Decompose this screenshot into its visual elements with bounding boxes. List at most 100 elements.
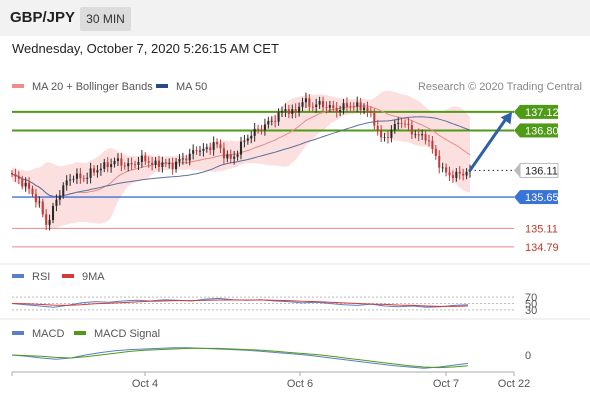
candle-body bbox=[322, 101, 325, 108]
candle-body bbox=[318, 101, 321, 105]
candle-body bbox=[38, 201, 41, 203]
candle-body bbox=[154, 160, 157, 165]
candle-body bbox=[339, 110, 342, 112]
candle-body bbox=[421, 134, 424, 136]
candle-body bbox=[93, 168, 96, 173]
candle-body bbox=[192, 150, 195, 154]
legend-label: MACD Signal bbox=[94, 328, 160, 340]
candle-body bbox=[270, 120, 273, 122]
candle-body bbox=[48, 220, 51, 225]
candle-body bbox=[233, 156, 236, 159]
candle-body bbox=[198, 150, 202, 152]
candle-body bbox=[363, 107, 366, 111]
candle-body bbox=[205, 147, 208, 149]
candle-body bbox=[130, 163, 133, 165]
candle-body bbox=[274, 120, 277, 122]
candle-body bbox=[239, 141, 243, 155]
candle-body bbox=[31, 188, 34, 195]
candle-body bbox=[34, 194, 37, 203]
candle-body bbox=[287, 109, 290, 114]
candle-body bbox=[298, 106, 301, 113]
candle-body bbox=[386, 137, 389, 138]
candle-body bbox=[178, 158, 181, 162]
candle-body bbox=[28, 182, 31, 189]
candle-body bbox=[164, 162, 167, 164]
candle-body bbox=[51, 205, 55, 221]
candle-body bbox=[62, 185, 65, 196]
candle-body bbox=[14, 174, 17, 177]
candle-body bbox=[263, 124, 266, 130]
ma50-line bbox=[11, 116, 471, 197]
level-label-137-12: 137.12 bbox=[525, 107, 559, 119]
candle-body bbox=[417, 134, 420, 136]
rsi-tick-label: 50 bbox=[525, 299, 537, 311]
level-tag-pointer bbox=[514, 123, 520, 138]
rsi-tick-label: 30 bbox=[525, 305, 537, 317]
macd-series-macd bbox=[11, 347, 469, 369]
candle-body bbox=[89, 168, 92, 178]
candle-body bbox=[393, 123, 396, 130]
candle-body bbox=[157, 160, 160, 167]
candle-body bbox=[168, 163, 171, 165]
candle-body bbox=[284, 109, 287, 112]
candle-body bbox=[222, 148, 225, 159]
symbol-label: GBP/JPY bbox=[10, 9, 76, 26]
candle-body bbox=[69, 179, 72, 181]
candle-body bbox=[414, 134, 417, 136]
candle-body bbox=[345, 103, 348, 107]
candle-body bbox=[308, 98, 311, 107]
macd-panel: MACD MACD Signal 0 bbox=[11, 328, 531, 369]
candle-body bbox=[311, 106, 314, 108]
candle-body bbox=[328, 105, 331, 108]
candle-body bbox=[41, 201, 44, 215]
level-label-135-11: 135.11 bbox=[525, 223, 558, 235]
candle-body bbox=[134, 164, 137, 166]
candle-body bbox=[86, 177, 89, 179]
candle-body bbox=[390, 129, 393, 138]
candle-body bbox=[397, 122, 400, 124]
candle-body bbox=[106, 162, 109, 168]
candle-body bbox=[45, 214, 48, 225]
research-credit: Research © 2020 Trading Central bbox=[418, 81, 582, 93]
candle-body bbox=[267, 120, 270, 125]
candle-body bbox=[96, 170, 99, 173]
timeframe-button[interactable]: 30 MIN bbox=[80, 7, 131, 31]
macd-tick-label: 0 bbox=[525, 350, 531, 362]
candle-body bbox=[161, 162, 164, 167]
candle-body bbox=[451, 175, 454, 178]
level-label-136-80: 136.80 bbox=[525, 125, 559, 137]
candle-body bbox=[448, 172, 451, 176]
legend-swatch bbox=[12, 274, 24, 278]
level-label-134-79: 134.79 bbox=[525, 242, 559, 254]
time-axis: Oct 4 Oct 6 Oct 7 Oct 22 bbox=[11, 371, 530, 390]
candle-body bbox=[24, 182, 27, 187]
candle-body bbox=[366, 107, 369, 112]
price-panel: MA 20 + Bollinger Bands MA 50 Research © 2… bbox=[0, 81, 590, 320]
level-tag-box bbox=[519, 162, 559, 178]
candle-body bbox=[110, 164, 113, 168]
level-tag-pointer bbox=[514, 190, 520, 205]
candle-body bbox=[185, 158, 188, 161]
candle-body bbox=[236, 154, 239, 157]
legend-label: MA 20 + Bollinger Bands bbox=[32, 81, 153, 93]
candle-body bbox=[127, 163, 130, 167]
candle-body bbox=[373, 112, 376, 126]
candle-body bbox=[212, 142, 215, 150]
candle-body bbox=[369, 111, 372, 113]
candle-body bbox=[445, 167, 448, 173]
candle-body bbox=[438, 155, 441, 168]
candle-body bbox=[301, 102, 304, 107]
legend-label: RSI bbox=[32, 271, 50, 283]
candle-body bbox=[356, 102, 359, 107]
candle-body bbox=[123, 165, 126, 167]
candle-body bbox=[304, 98, 307, 103]
candle-body bbox=[434, 148, 437, 156]
candle-body bbox=[342, 103, 345, 111]
candle-body bbox=[58, 195, 61, 200]
candle-body bbox=[335, 107, 338, 112]
candle-body bbox=[359, 102, 362, 111]
candle-body bbox=[10, 173, 14, 175]
candle-body bbox=[120, 158, 123, 166]
